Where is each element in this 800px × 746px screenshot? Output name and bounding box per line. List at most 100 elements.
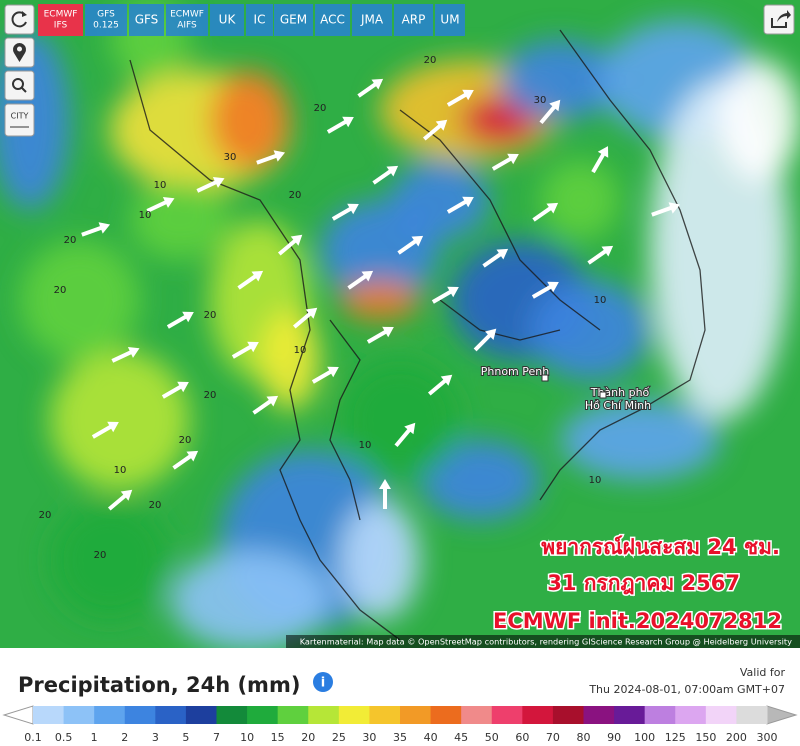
scale-tick-label: 200 [726,731,747,744]
wind-arrow [172,450,199,470]
model-tab[interactable]: JMA [352,4,392,36]
rain-area [210,70,290,170]
place-label: Phnom Penh [481,365,549,378]
zoom-button[interactable] [4,70,35,101]
tab-label: UK [219,13,237,27]
scale-segment [644,706,676,724]
model-tab[interactable]: GEM [274,4,313,36]
rain-area [540,160,620,240]
overlay-line: พยากรณ์ฝนสะสม 24 ชม. [541,535,780,559]
scale-tick-label: 45 [454,731,468,744]
location-button[interactable] [4,37,35,68]
city-button[interactable]: CITY [4,103,35,137]
tab-label: IFS [54,21,68,31]
wind-arrow [81,222,111,237]
scale-segment [185,706,217,724]
svg-text:i: i [321,676,325,691]
borders [129,29,706,641]
scale-tick-label: 25 [332,731,346,744]
scale-tick-label: 0.1 [24,731,42,744]
rain-area [50,500,170,620]
wind-arrow [587,245,614,265]
place-label: Thành phố [590,386,650,399]
scale-segment [63,706,95,724]
contour-label: 20 [149,500,162,511]
contour-label: 20 [204,310,217,321]
contour-label: 20 [54,285,67,296]
wind-arrow [431,286,459,304]
wind-arrow [292,307,318,329]
scale-tick-label: 15 [271,731,285,744]
model-tab[interactable]: UM [435,4,465,36]
model-tab[interactable]: ARP [394,4,433,36]
contour-label: 10 [594,295,607,306]
rain-area [260,310,320,410]
rain-area [720,60,800,180]
scale-segment [33,706,65,724]
attribution: Kartenmaterial: Map data © OpenStreetMap… [300,637,792,647]
valid-label: Valid for [740,666,786,679]
scale-segment [369,706,401,724]
tab-label: IC [254,13,266,27]
model-tab[interactable]: ACC [315,4,350,36]
scale-segment [461,706,493,724]
scale-tick-label: 80 [577,731,591,744]
rain-area [20,240,140,360]
rain-area [390,160,490,240]
rain-area [560,400,720,480]
valid-time: Thu 2024-08-01, 07:00am GMT+07 [588,683,785,696]
rain-area [340,280,420,320]
contour-label: 20 [424,55,437,66]
contour-label: 30 [224,152,237,163]
scale-tick-label: 10 [240,731,254,744]
wind-arrow [446,196,474,214]
tab-bg [352,4,392,36]
scale-tick-label: 70 [546,731,560,744]
contour-label: 20 [64,235,77,246]
tab-bg [246,4,273,36]
overlay-line: 31 กรกฎาคม 2567 [547,571,740,595]
info-icon[interactable]: i [313,672,333,692]
wind-arrow [531,281,559,299]
scale-tick-label: 2 [121,731,128,744]
wind-arrow [347,270,374,290]
overlay-line: ECMWF init.2024072812 [493,609,782,633]
scale-segment [124,706,156,724]
wind-arrow [366,326,394,344]
wind-arrow [256,150,286,165]
rain-area [420,440,540,520]
wind-arrow [107,489,133,511]
scale-segment [705,706,737,724]
scale-segment [338,706,370,724]
contour-label: 10 [589,475,602,486]
scale-tick-label: 35 [393,731,407,744]
model-tab[interactable]: GFS [129,4,164,36]
scale-segment [552,706,584,724]
model-tab[interactable]: UK [210,4,244,36]
model-tab[interactable]: IC [246,4,273,36]
wind-arrow [397,235,424,255]
tab-label: 0.125 [93,21,119,31]
side-buttons: CITY [4,4,795,137]
legend: Precipitation, 24h (mm) i Valid for Thu … [2,666,798,744]
wind-arrow [111,347,140,363]
contour-label: 20 [204,390,217,401]
tab-bg [38,4,83,36]
tab-label: ECMWF [44,10,78,20]
scale-arrow-high [766,705,798,725]
wind-arrow [491,153,519,171]
tab-bg [166,4,208,36]
refresh-button[interactable] [4,4,35,35]
tab-label: AIFS [177,21,197,31]
wind-arrow [394,422,416,448]
scale-segment [400,706,432,724]
place-label: Hồ Chí Minh [585,399,651,412]
scale-segment [94,706,126,724]
share-button[interactable] [763,4,795,35]
scale-tick-label: 3 [152,731,159,744]
